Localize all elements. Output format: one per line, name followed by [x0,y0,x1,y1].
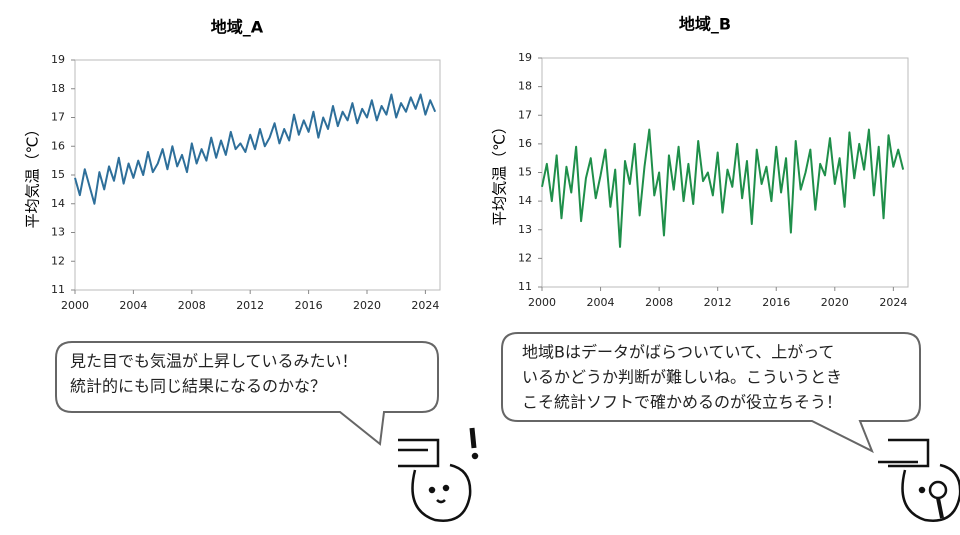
x-tick-label: 2008 [178,299,206,312]
x-tick-label: 2024 [411,299,439,312]
y-tick-label: 15 [51,168,65,181]
x-tick-label: 2016 [295,299,323,312]
y-tick-label: 17 [51,111,65,124]
y-axis-label: 平均気温（℃） [24,122,42,229]
chart-title: 地域_B [679,15,731,34]
y-tick-label: 12 [51,254,65,267]
y-tick-label: 19 [518,51,532,64]
y-tick-label: 14 [51,197,65,210]
x-tick-label: 2008 [645,296,673,309]
y-tick-label: 18 [51,82,65,95]
y-tick-label: 17 [518,108,532,121]
y-tick-label: 12 [518,251,532,264]
data-line [541,128,905,248]
y-tick-label: 11 [518,280,532,293]
x-tick-label: 2000 [528,296,556,309]
x-tick-label: 2012 [704,296,732,309]
x-tick-label: 2000 [61,299,89,312]
bubble-text: こそ統計ソフトで確かめるのが役立ちそう！ [522,393,842,412]
y-tick-label: 16 [51,139,65,152]
y-tick-label: 15 [518,166,532,179]
y-tick-label: 13 [518,223,532,236]
x-tick-label: 2024 [879,296,907,309]
y-axis-label: 平均気温（℃） [491,119,509,226]
bubble-text: いるかどうか判断が難しいね。こういうとき [522,368,842,387]
x-tick-label: 2020 [353,299,381,312]
bubble-text: 地域Bはデータがばらついていて、上がって [522,343,834,362]
bubble-text: 統計的にも同じ結果になるのかな？ [70,377,326,396]
speech-bubble [501,332,921,454]
chart-title: 地域_A [211,18,264,37]
x-tick-label: 2004 [119,299,147,312]
x-tick-label: 2020 [821,296,849,309]
character [878,438,960,522]
data-line [74,93,437,205]
y-tick-label: 13 [51,226,65,239]
y-tick-label: 16 [518,137,532,150]
x-tick-label: 2004 [587,296,615,309]
y-tick-label: 18 [518,80,532,93]
character [398,427,479,522]
y-tick-label: 14 [518,194,532,207]
speech-bubble [55,341,439,446]
bubble-text: 見た目でも気温が上昇しているみたい！ [70,352,358,371]
plot-frame [74,59,441,291]
x-tick-label: 2012 [236,299,264,312]
y-tick-label: 19 [51,53,65,66]
y-tick-label: 11 [51,283,65,296]
x-tick-label: 2016 [762,296,790,309]
